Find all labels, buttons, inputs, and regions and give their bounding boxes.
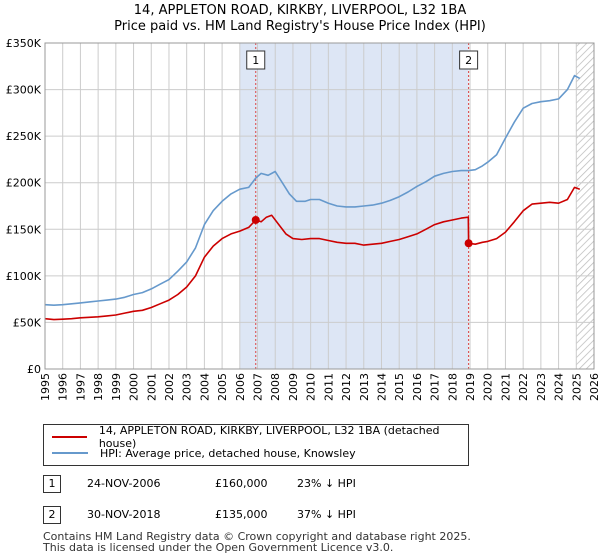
x-tick-label: 2008 <box>269 373 282 401</box>
x-tick-label: 2015 <box>393 373 406 401</box>
x-tick-label: 2023 <box>535 373 548 401</box>
x-tick-label: 2014 <box>375 373 388 401</box>
footer-license: This data is licensed under the Open Gov… <box>43 541 394 554</box>
transaction-price: £135,000 <box>215 508 268 521</box>
legend-item-property: 14, APPLETON ROAD, KIRKBY, LIVERPOOL, L3… <box>52 424 468 450</box>
x-tick-label: 2026 <box>588 373 600 401</box>
y-tick-label: £300K <box>6 84 42 97</box>
transaction-badge: 1 <box>43 475 61 493</box>
plot-border <box>44 42 595 370</box>
legend: 14, APPLETON ROAD, KIRKBY, LIVERPOOL, L3… <box>43 424 469 466</box>
x-tick-label: 2013 <box>358 373 371 401</box>
transaction-date: 30-NOV-2018 <box>87 508 161 521</box>
y-tick-label: £150K <box>6 223 42 236</box>
transaction-marker-label: 2 <box>465 54 472 67</box>
x-tick-label: 1997 <box>74 373 87 401</box>
x-tick-label: 2011 <box>322 373 335 401</box>
chart-title: 14, APPLETON ROAD, KIRKBY, LIVERPOOL, L3… <box>133 3 467 18</box>
transaction-marker-label: 1 <box>252 54 259 67</box>
legend-label-hpi: HPI: Average price, detached house, Know… <box>100 446 356 460</box>
x-tick-label: 1996 <box>57 373 70 401</box>
transaction-date: 24-NOV-2006 <box>87 477 161 490</box>
legend-label-property: 14, APPLETON ROAD, KIRKBY, LIVERPOOL, L3… <box>98 424 440 450</box>
x-tick-label: 2006 <box>234 373 247 401</box>
x-tick-label: 2004 <box>198 373 211 401</box>
chart-subtitle: Price paid vs. HM Land Registry's House … <box>114 19 486 34</box>
x-tick-label: 2022 <box>517 373 530 401</box>
x-tick-label: 2003 <box>181 373 194 401</box>
x-tick-label: 1999 <box>110 373 123 401</box>
shaded-period <box>239 43 469 369</box>
transaction-point <box>251 215 260 224</box>
transaction-marker-box <box>246 50 266 70</box>
x-tick-label: 2010 <box>305 373 318 401</box>
price-chart: £0 £50K £100K £150K £200K £250K £300K £350K 1995… <box>6 37 600 401</box>
transaction-marker-box <box>459 50 479 70</box>
legend-swatch-hpi <box>52 452 88 454</box>
transaction-hpi-diff: 37% ↓ HPI <box>297 508 356 521</box>
transaction-price: £160,000 <box>215 477 268 490</box>
property-price-line <box>44 186 581 321</box>
footer-copyright: Contains HM Land Registry data © Crown c… <box>43 530 471 543</box>
x-tick-label: 2016 <box>411 373 424 401</box>
transaction-hpi-diff: 23% ↓ HPI <box>297 477 356 490</box>
y-tick-label: £100K <box>6 270 42 283</box>
y-tick-label: £50K <box>13 316 42 329</box>
legend-swatch-property <box>52 436 87 438</box>
x-tick-label: 1998 <box>92 373 105 401</box>
x-tick-label: 2018 <box>446 373 459 401</box>
x-tick-label: 1995 <box>39 373 52 401</box>
transaction-point <box>464 239 473 248</box>
footer: Contains HM Land Registry data © Crown c… <box>43 531 471 553</box>
x-tick-label: 2019 <box>464 373 477 401</box>
x-tick-label: 2001 <box>145 373 158 401</box>
x-tick-label: 2025 <box>570 373 583 401</box>
x-tick-label: 2021 <box>499 373 512 401</box>
y-tick-label: £0 <box>27 363 41 376</box>
y-tick-label: £250K <box>6 130 42 143</box>
hpi-line <box>44 74 581 307</box>
x-tick-label: 2012 <box>340 373 353 401</box>
x-tick-label: 2017 <box>429 373 442 401</box>
y-tick-label: £350K <box>6 37 42 50</box>
x-tick-label: 2002 <box>163 373 176 401</box>
hatched-region <box>576 43 594 369</box>
x-tick-label: 2005 <box>216 373 229 401</box>
x-tick-label: 2007 <box>252 373 265 401</box>
legend-item-hpi: HPI: Average price, detached house, Know… <box>52 445 356 461</box>
transaction-badge: 2 <box>43 506 61 524</box>
x-tick-label: 2009 <box>287 373 300 401</box>
y-tick-label: £200K <box>6 177 42 190</box>
x-tick-label: 2020 <box>482 373 495 401</box>
x-tick-label: 2024 <box>553 373 566 401</box>
x-tick-label: 2000 <box>128 373 141 401</box>
